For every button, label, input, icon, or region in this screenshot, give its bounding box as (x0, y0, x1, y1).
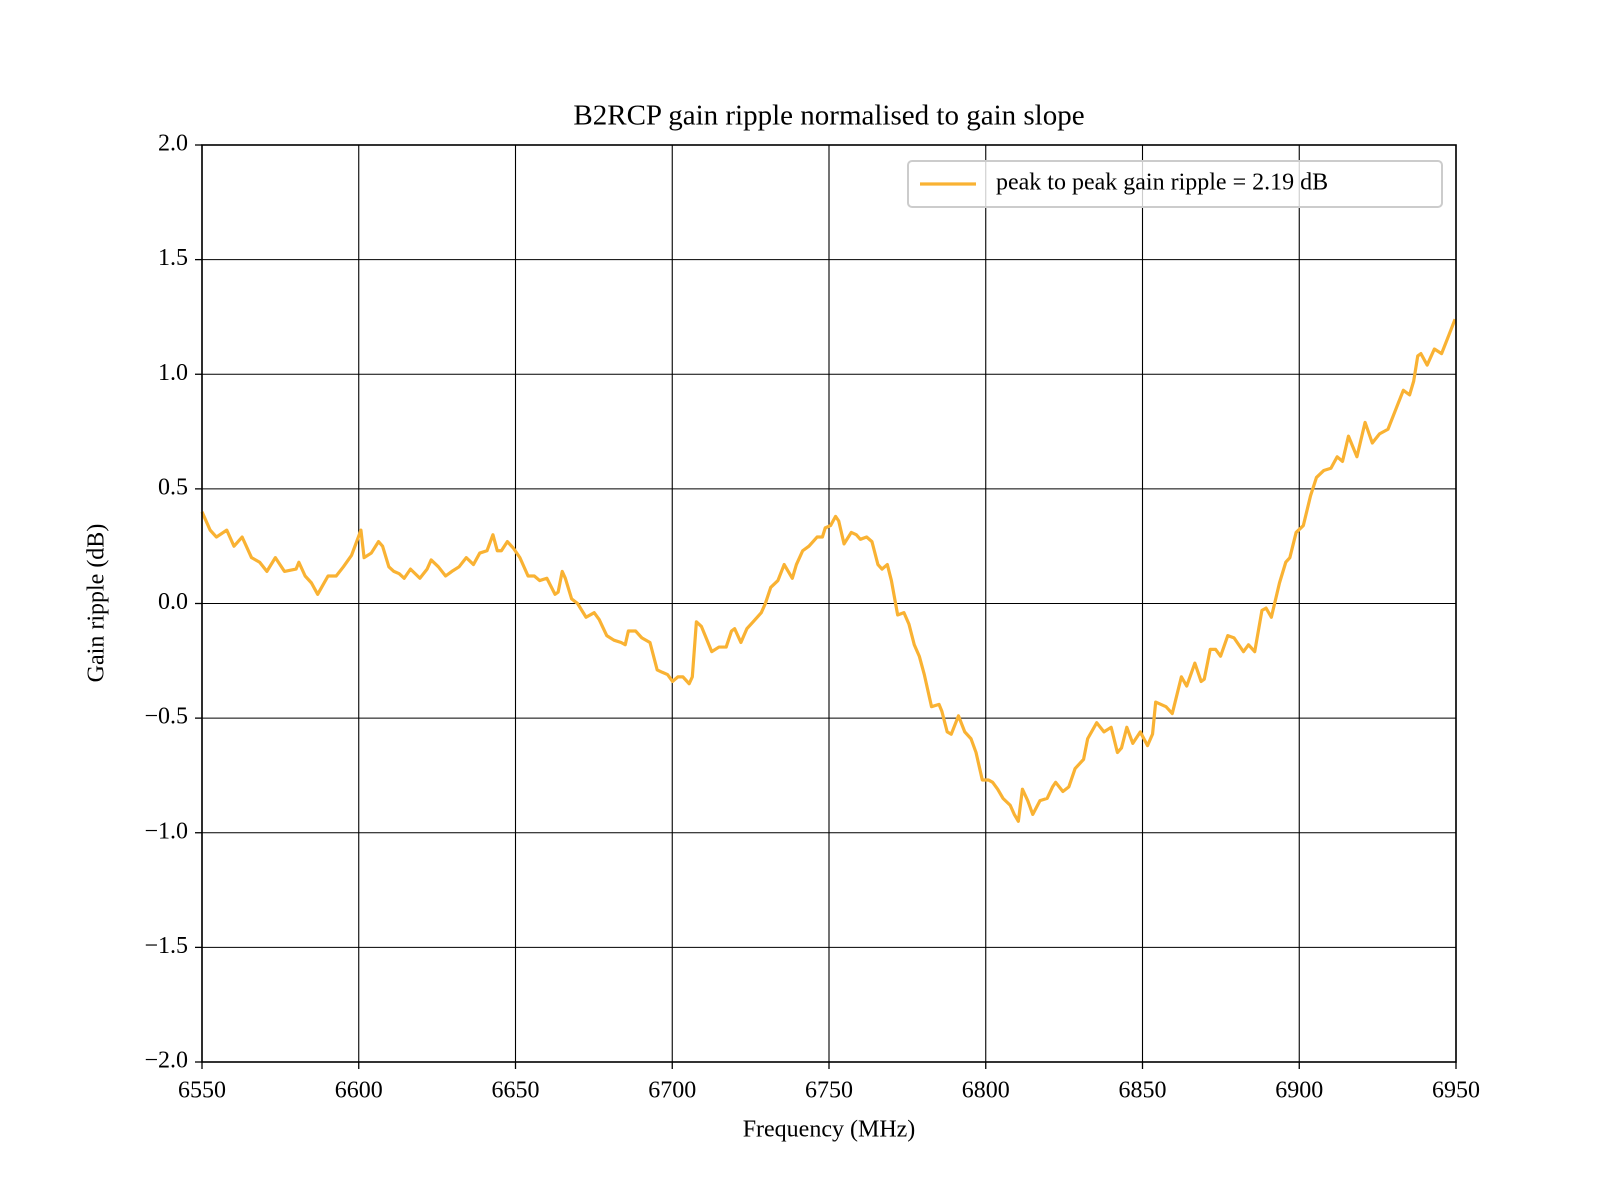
y-tick-label: −2.0 (144, 1048, 188, 1074)
data-line (200, 318, 1457, 823)
x-tick-label: 6850 (1119, 1078, 1167, 1104)
x-tick-label: 6650 (492, 1078, 540, 1104)
legend-label: peak to peak gain ripple = 2.19 dB (996, 170, 1328, 196)
x-axis-label: Frequency (MHz) (743, 1117, 916, 1143)
x-tick-label: 6800 (962, 1078, 1010, 1104)
y-tick-label: 0.0 (158, 589, 188, 615)
x-tick-label: 6550 (178, 1078, 226, 1104)
y-tick-label: −1.5 (144, 933, 188, 959)
y-tick-label: −0.5 (144, 704, 188, 730)
x-tick-label: 6600 (335, 1078, 383, 1104)
x-tick-label: 6700 (648, 1078, 696, 1104)
y-tick-label: 1.5 (158, 245, 188, 271)
x-tick-label: 6950 (1432, 1078, 1480, 1104)
y-axis-label: Gain ripple (dB) (84, 524, 110, 683)
x-tick-label: 6900 (1275, 1078, 1323, 1104)
y-tick-label: 0.5 (158, 474, 188, 500)
y-tick-label: 2.0 (158, 131, 188, 157)
chart-title: B2RCP gain ripple normalised to gain slo… (573, 100, 1084, 132)
y-tick-label: 1.0 (158, 360, 188, 386)
y-tick-label: −1.0 (144, 818, 188, 844)
legend-box (907, 160, 1443, 208)
x-tick-label: 6750 (805, 1078, 853, 1104)
plot-frame (201, 144, 1457, 1063)
